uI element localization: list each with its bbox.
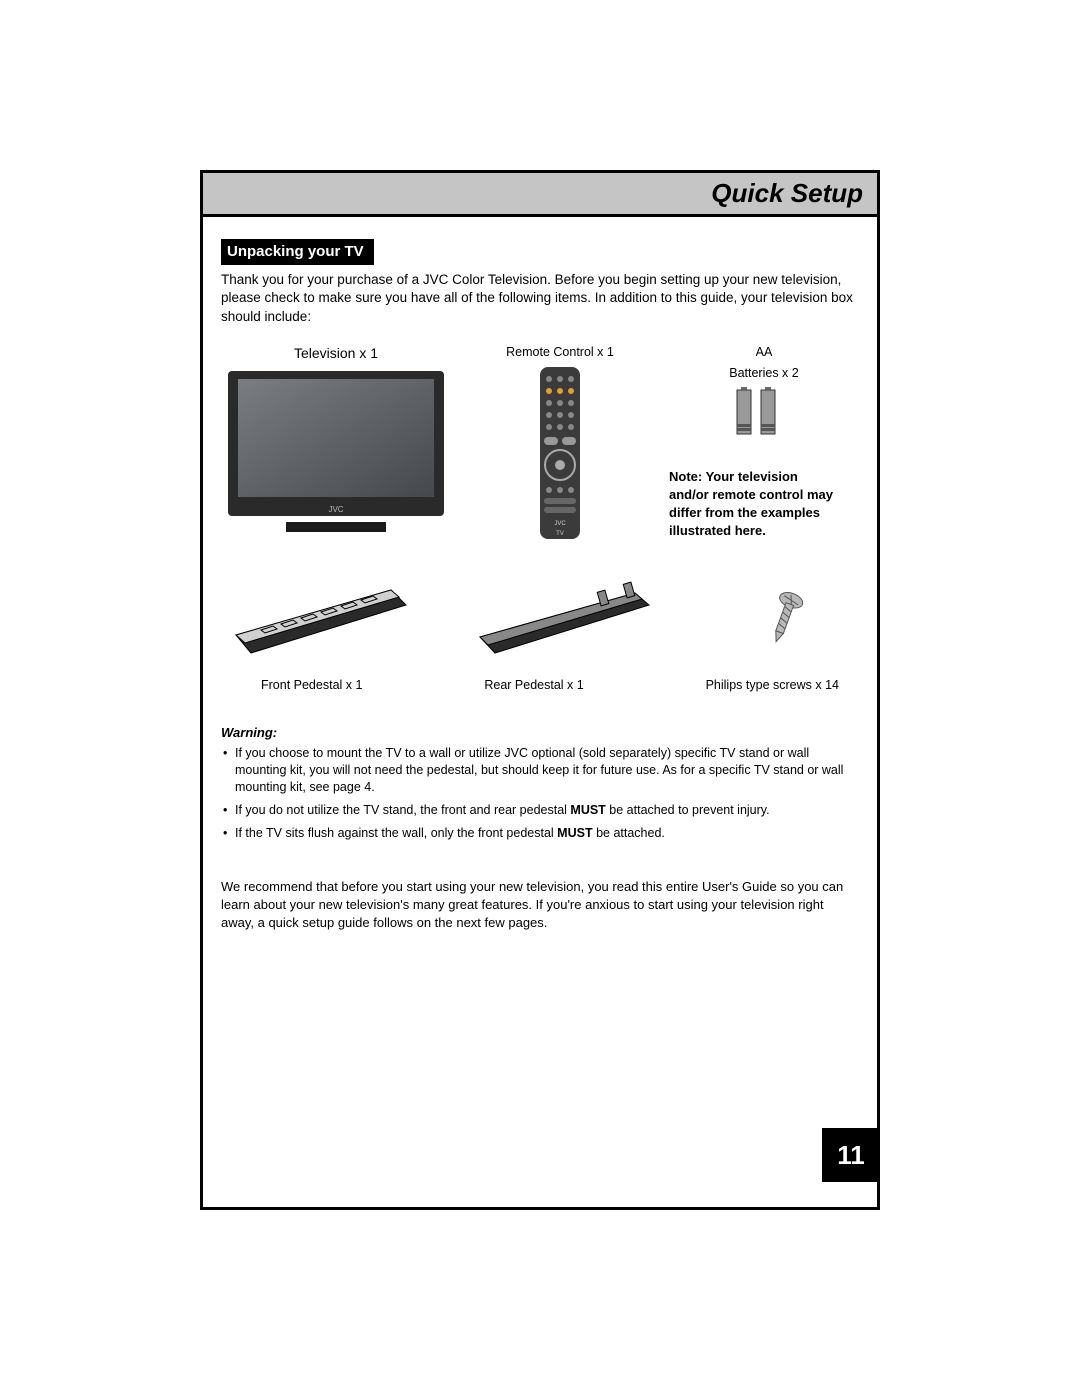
items-row-top: Television x 1 JVC R xyxy=(221,344,859,545)
tv-icon: JVC xyxy=(226,367,446,537)
warning-list: If you choose to mount the TV to a wall … xyxy=(221,745,859,841)
item-front-pedestal xyxy=(221,575,421,665)
warning-heading: Warning: xyxy=(221,724,859,742)
title-bar: Quick Setup xyxy=(203,173,877,217)
content: Unpacking your TV Thank you for your pur… xyxy=(203,217,877,942)
batt-label-2: Batteries x 2 xyxy=(729,365,798,382)
item-rear-pedestal xyxy=(465,575,665,665)
screws-label: Philips type screws x 14 xyxy=(706,677,839,694)
svg-text:JVC: JVC xyxy=(554,521,566,527)
recommend-text: We recommend that before you start using… xyxy=(221,878,859,933)
item-remote: Remote Control x 1 JVC TV xyxy=(485,344,635,545)
front-pedestal-icon xyxy=(231,575,411,665)
svg-text:TV: TV xyxy=(556,531,564,537)
item-batteries-col: AA Batteries x 2 xyxy=(669,344,859,541)
tv-label: Television x 1 xyxy=(294,344,378,363)
page-number: 11 xyxy=(822,1128,880,1182)
screw-icon xyxy=(754,585,814,655)
front-pedestal-label: Front Pedestal x 1 xyxy=(261,677,362,694)
rear-pedestal-icon xyxy=(475,575,655,665)
batteries-icon xyxy=(729,386,785,438)
item-television: Television x 1 JVC xyxy=(221,344,451,537)
remote-label: Remote Control x 1 xyxy=(506,344,614,361)
section-header: Unpacking your TV xyxy=(221,239,374,265)
rear-pedestal-label: Rear Pedestal x 1 xyxy=(484,677,583,694)
item-screw xyxy=(709,585,859,655)
warning-item-2: If you do not utilize the TV stand, the … xyxy=(221,802,859,819)
note-text: Note: Your television and/or remote cont… xyxy=(669,468,839,541)
intro-text: Thank you for your purchase of a JVC Col… xyxy=(221,271,859,326)
page-title: Quick Setup xyxy=(711,178,863,209)
batt-label-1: AA xyxy=(729,344,798,361)
warning-item-1: If you choose to mount the TV to a wall … xyxy=(221,745,859,796)
page-frame: Quick Setup Unpacking your TV Thank you … xyxy=(200,170,880,1210)
remote-icon: JVC TV xyxy=(535,365,585,545)
bottom-labels: Front Pedestal x 1 Rear Pedestal x 1 Phi… xyxy=(221,677,859,694)
warning-item-3: If the TV sits flush against the wall, o… xyxy=(221,825,859,842)
svg-text:JVC: JVC xyxy=(328,505,343,514)
items-row-bottom xyxy=(221,575,859,665)
